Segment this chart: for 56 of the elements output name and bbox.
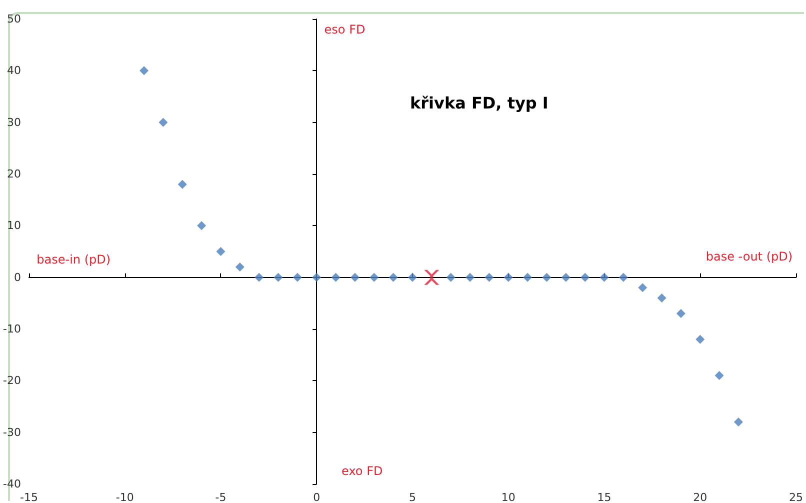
point [312, 272, 322, 282]
point [388, 272, 398, 282]
x-tick-label: 20 [693, 491, 708, 503]
text: křivka FD, typ I [410, 94, 548, 112]
x-tick-label: 15 [597, 491, 612, 503]
point [676, 309, 686, 318]
y-tick-label: 40 [6, 64, 21, 78]
x-tick-label: 25 [789, 491, 803, 503]
y-tick-label: 50 [6, 12, 21, 26]
x-tick-label: 10 [501, 491, 516, 503]
point [580, 272, 590, 282]
point [523, 272, 532, 282]
point [197, 221, 206, 230]
y-tick-label: -40 [3, 478, 21, 490]
point [600, 272, 609, 282]
annotation: base -out (pD) [706, 250, 793, 264]
y-tick-label: 30 [6, 116, 21, 129]
point [140, 66, 149, 76]
point [178, 180, 187, 189]
y-tick-label: 10 [6, 219, 21, 232]
y-tick-label: -20 [3, 374, 21, 388]
x-tick-label: -15 [20, 491, 38, 503]
point [657, 294, 666, 302]
annotation: exo FD [342, 464, 383, 478]
y-tick-label: -10 [3, 322, 21, 336]
y-tick-label: -30 [3, 426, 21, 439]
point [350, 272, 360, 282]
point [734, 418, 743, 426]
y-tick-label: 20 [6, 168, 21, 180]
annotation: base-in (pD) [36, 252, 111, 266]
point [618, 272, 628, 282]
x-tick-label: -5 [215, 491, 226, 503]
point [216, 247, 226, 256]
point [292, 272, 302, 282]
x-tick-label: -10 [116, 491, 134, 503]
point [484, 272, 494, 282]
point [254, 272, 264, 282]
point [370, 272, 379, 282]
point [504, 272, 513, 282]
point [235, 262, 244, 272]
annotation: eso FD [324, 22, 366, 36]
y-tick-label: 0 [14, 270, 21, 284]
point [158, 118, 168, 127]
point [561, 272, 570, 282]
point [446, 272, 456, 282]
point [466, 272, 475, 282]
point [638, 283, 648, 292]
point [424, 270, 440, 285]
point [331, 272, 340, 282]
point [542, 272, 552, 282]
point [696, 334, 705, 344]
x-tick-label: 0 [313, 491, 320, 503]
point [274, 272, 283, 282]
point [714, 371, 724, 380]
x-tick-label: 5 [408, 491, 416, 503]
point [408, 272, 417, 282]
